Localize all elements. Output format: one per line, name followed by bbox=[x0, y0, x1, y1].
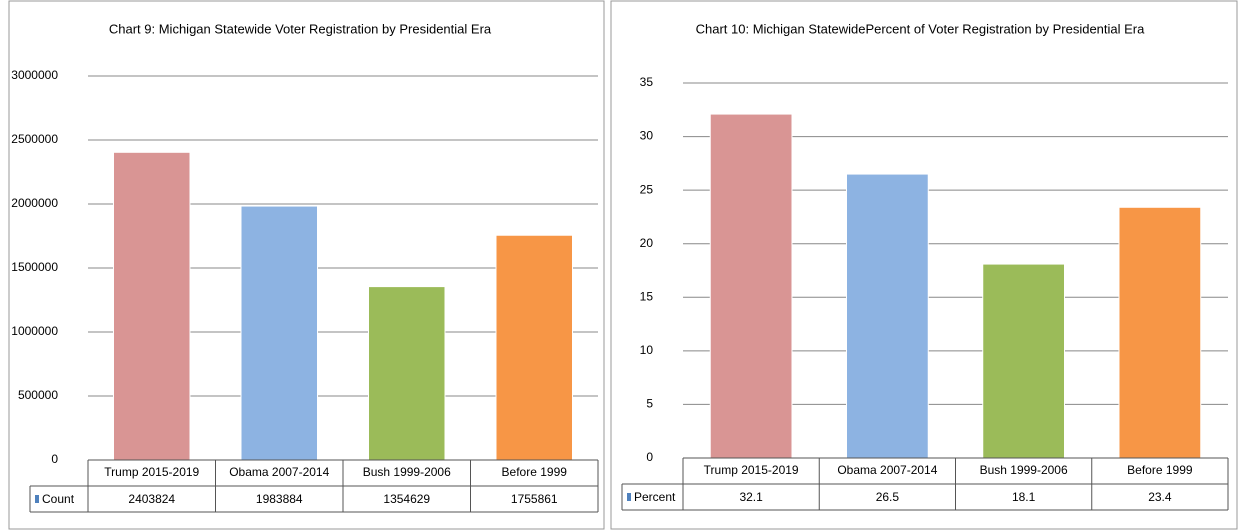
chart-frame bbox=[8, 0, 605, 530]
y-tick-label: 500000 bbox=[18, 388, 58, 402]
y-tick-label: 0 bbox=[51, 452, 58, 466]
y-tick-label: 35 bbox=[640, 75, 654, 89]
legend-label: Percent bbox=[634, 490, 676, 504]
chart-title: Chart 10: Michigan StatewidePercent of V… bbox=[696, 21, 1146, 36]
y-tick-label: 3000000 bbox=[11, 68, 58, 82]
bar bbox=[709, 113, 793, 459]
chart-title: Chart 9: Michigan Statewide Voter Regist… bbox=[109, 21, 492, 36]
table-value: 18.1 bbox=[1012, 490, 1036, 504]
table-value: 2403824 bbox=[128, 492, 175, 506]
bar bbox=[1118, 206, 1202, 459]
x-tick-label: Trump 2015-2019 bbox=[704, 463, 799, 477]
table-value: 32.1 bbox=[739, 490, 763, 504]
table-value: 1755861 bbox=[511, 492, 558, 506]
table-value: 23.4 bbox=[1148, 490, 1172, 504]
x-tick-label: Obama 2007-2014 bbox=[837, 463, 937, 477]
bar bbox=[240, 205, 318, 461]
legend-swatch bbox=[35, 495, 39, 503]
table-value: 1983884 bbox=[256, 492, 303, 506]
table-value: 1354629 bbox=[383, 492, 430, 506]
y-tick-label: 2000000 bbox=[11, 196, 58, 210]
y-tick-label: 30 bbox=[640, 129, 654, 143]
x-tick-label: Bush 1999-2006 bbox=[363, 465, 451, 479]
legend-label: Count bbox=[42, 492, 75, 506]
x-tick-label: Before 1999 bbox=[1127, 463, 1193, 477]
x-tick-label: Bush 1999-2006 bbox=[980, 463, 1068, 477]
y-tick-label: 25 bbox=[640, 182, 654, 196]
table-value: 26.5 bbox=[876, 490, 900, 504]
y-tick-label: 1500000 bbox=[11, 260, 58, 274]
bar bbox=[368, 286, 446, 461]
x-tick-label: Before 1999 bbox=[502, 465, 568, 479]
x-tick-label: Trump 2015-2019 bbox=[104, 465, 199, 479]
y-tick-label: 0 bbox=[646, 450, 653, 464]
bar bbox=[846, 173, 929, 459]
bar bbox=[982, 263, 1065, 459]
y-tick-label: 10 bbox=[640, 343, 654, 357]
y-tick-label: 2500000 bbox=[11, 132, 58, 146]
y-tick-label: 1000000 bbox=[11, 324, 58, 338]
chart-frame bbox=[610, 0, 1238, 530]
legend-swatch bbox=[627, 493, 631, 501]
y-tick-label: 20 bbox=[640, 236, 654, 250]
y-tick-label: 5 bbox=[646, 397, 653, 411]
x-tick-label: Obama 2007-2014 bbox=[229, 465, 329, 479]
y-tick-label: 15 bbox=[640, 289, 654, 303]
bar bbox=[113, 151, 191, 461]
bar bbox=[495, 234, 573, 461]
